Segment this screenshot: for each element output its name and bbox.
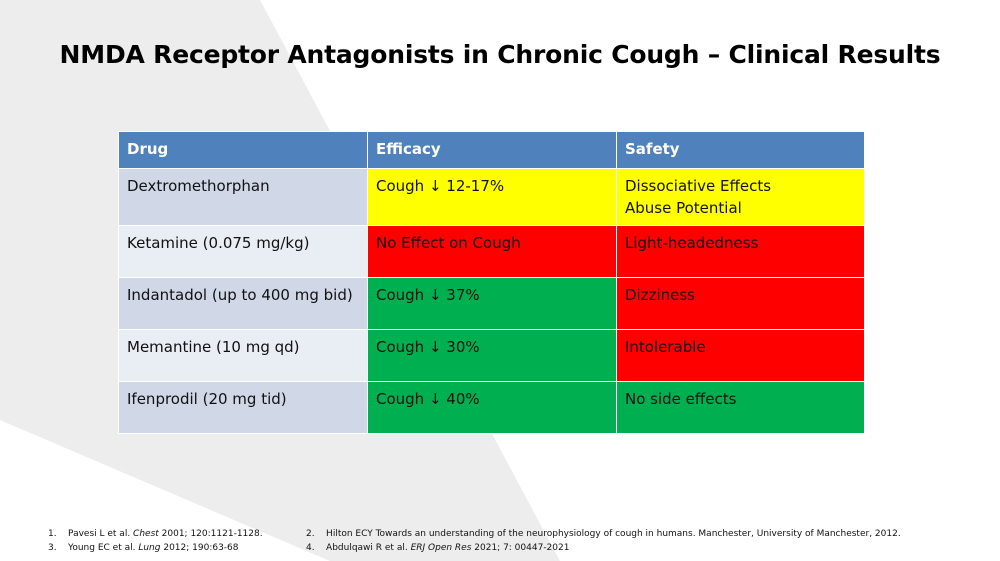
table-row: Indantadol (up to 400 mg bid) Cough ↓ 37… — [118, 277, 865, 330]
efficacy-cell: Cough ↓ 37% — [367, 277, 617, 330]
safety-cell: No side effects — [616, 381, 865, 434]
safety-text: Abuse Potential — [625, 199, 742, 217]
efficacy-cell: No Effect on Cough — [367, 225, 617, 278]
table-row: Memantine (10 mg qd) Cough ↓ 30% Intoler… — [118, 329, 865, 382]
drug-cell: Ifenprodil (20 mg tid) — [118, 381, 368, 434]
safety-cell: Dissociative Effects Abuse Potential — [616, 168, 865, 226]
reference-item: 4. Abdulqawi R et al. ERJ Open Res 2021;… — [306, 543, 570, 553]
efficacy-cell: Cough ↓ 40% — [367, 381, 617, 434]
header-efficacy: Efficacy — [367, 131, 617, 169]
efficacy-cell: Cough ↓ 30% — [367, 329, 617, 382]
safety-cell: Intolerable — [616, 329, 865, 382]
drug-cell: Dextromethorphan — [118, 168, 368, 226]
drug-cell: Indantadol (up to 400 mg bid) — [118, 277, 368, 330]
reference-item: 2. Hilton ECY Towards an understanding o… — [306, 529, 901, 539]
header-safety: Safety — [616, 131, 865, 169]
drug-cell: Ketamine (0.075 mg/kg) — [118, 225, 368, 278]
efficacy-cell: Cough ↓ 12-17% — [367, 168, 617, 226]
table-row: Dextromethorphan Cough ↓ 12-17% Dissocia… — [118, 168, 865, 226]
drug-cell: Memantine (10 mg qd) — [118, 329, 368, 382]
table-row: Ketamine (0.075 mg/kg) No Effect on Coug… — [118, 225, 865, 278]
safety-cell: Light-headedness — [616, 225, 865, 278]
safety-text: Dissociative Effects — [625, 177, 772, 195]
header-drug: Drug — [118, 131, 368, 169]
slide-title: NMDA Receptor Antagonists in Chronic Cou… — [59, 40, 941, 69]
safety-cell: Dizziness — [616, 277, 865, 330]
reference-item: 1. Pavesi L et al. Chest 2001; 120:1121-… — [48, 529, 263, 539]
table-row: Ifenprodil (20 mg tid) Cough ↓ 40% No si… — [118, 381, 865, 434]
results-table: Drug Efficacy Safety Dextromethorphan Co… — [118, 131, 865, 434]
table-header-row: Drug Efficacy Safety — [118, 131, 865, 169]
reference-item: 3. Young EC et al. Lung 2012; 190:63-68 — [48, 543, 239, 553]
